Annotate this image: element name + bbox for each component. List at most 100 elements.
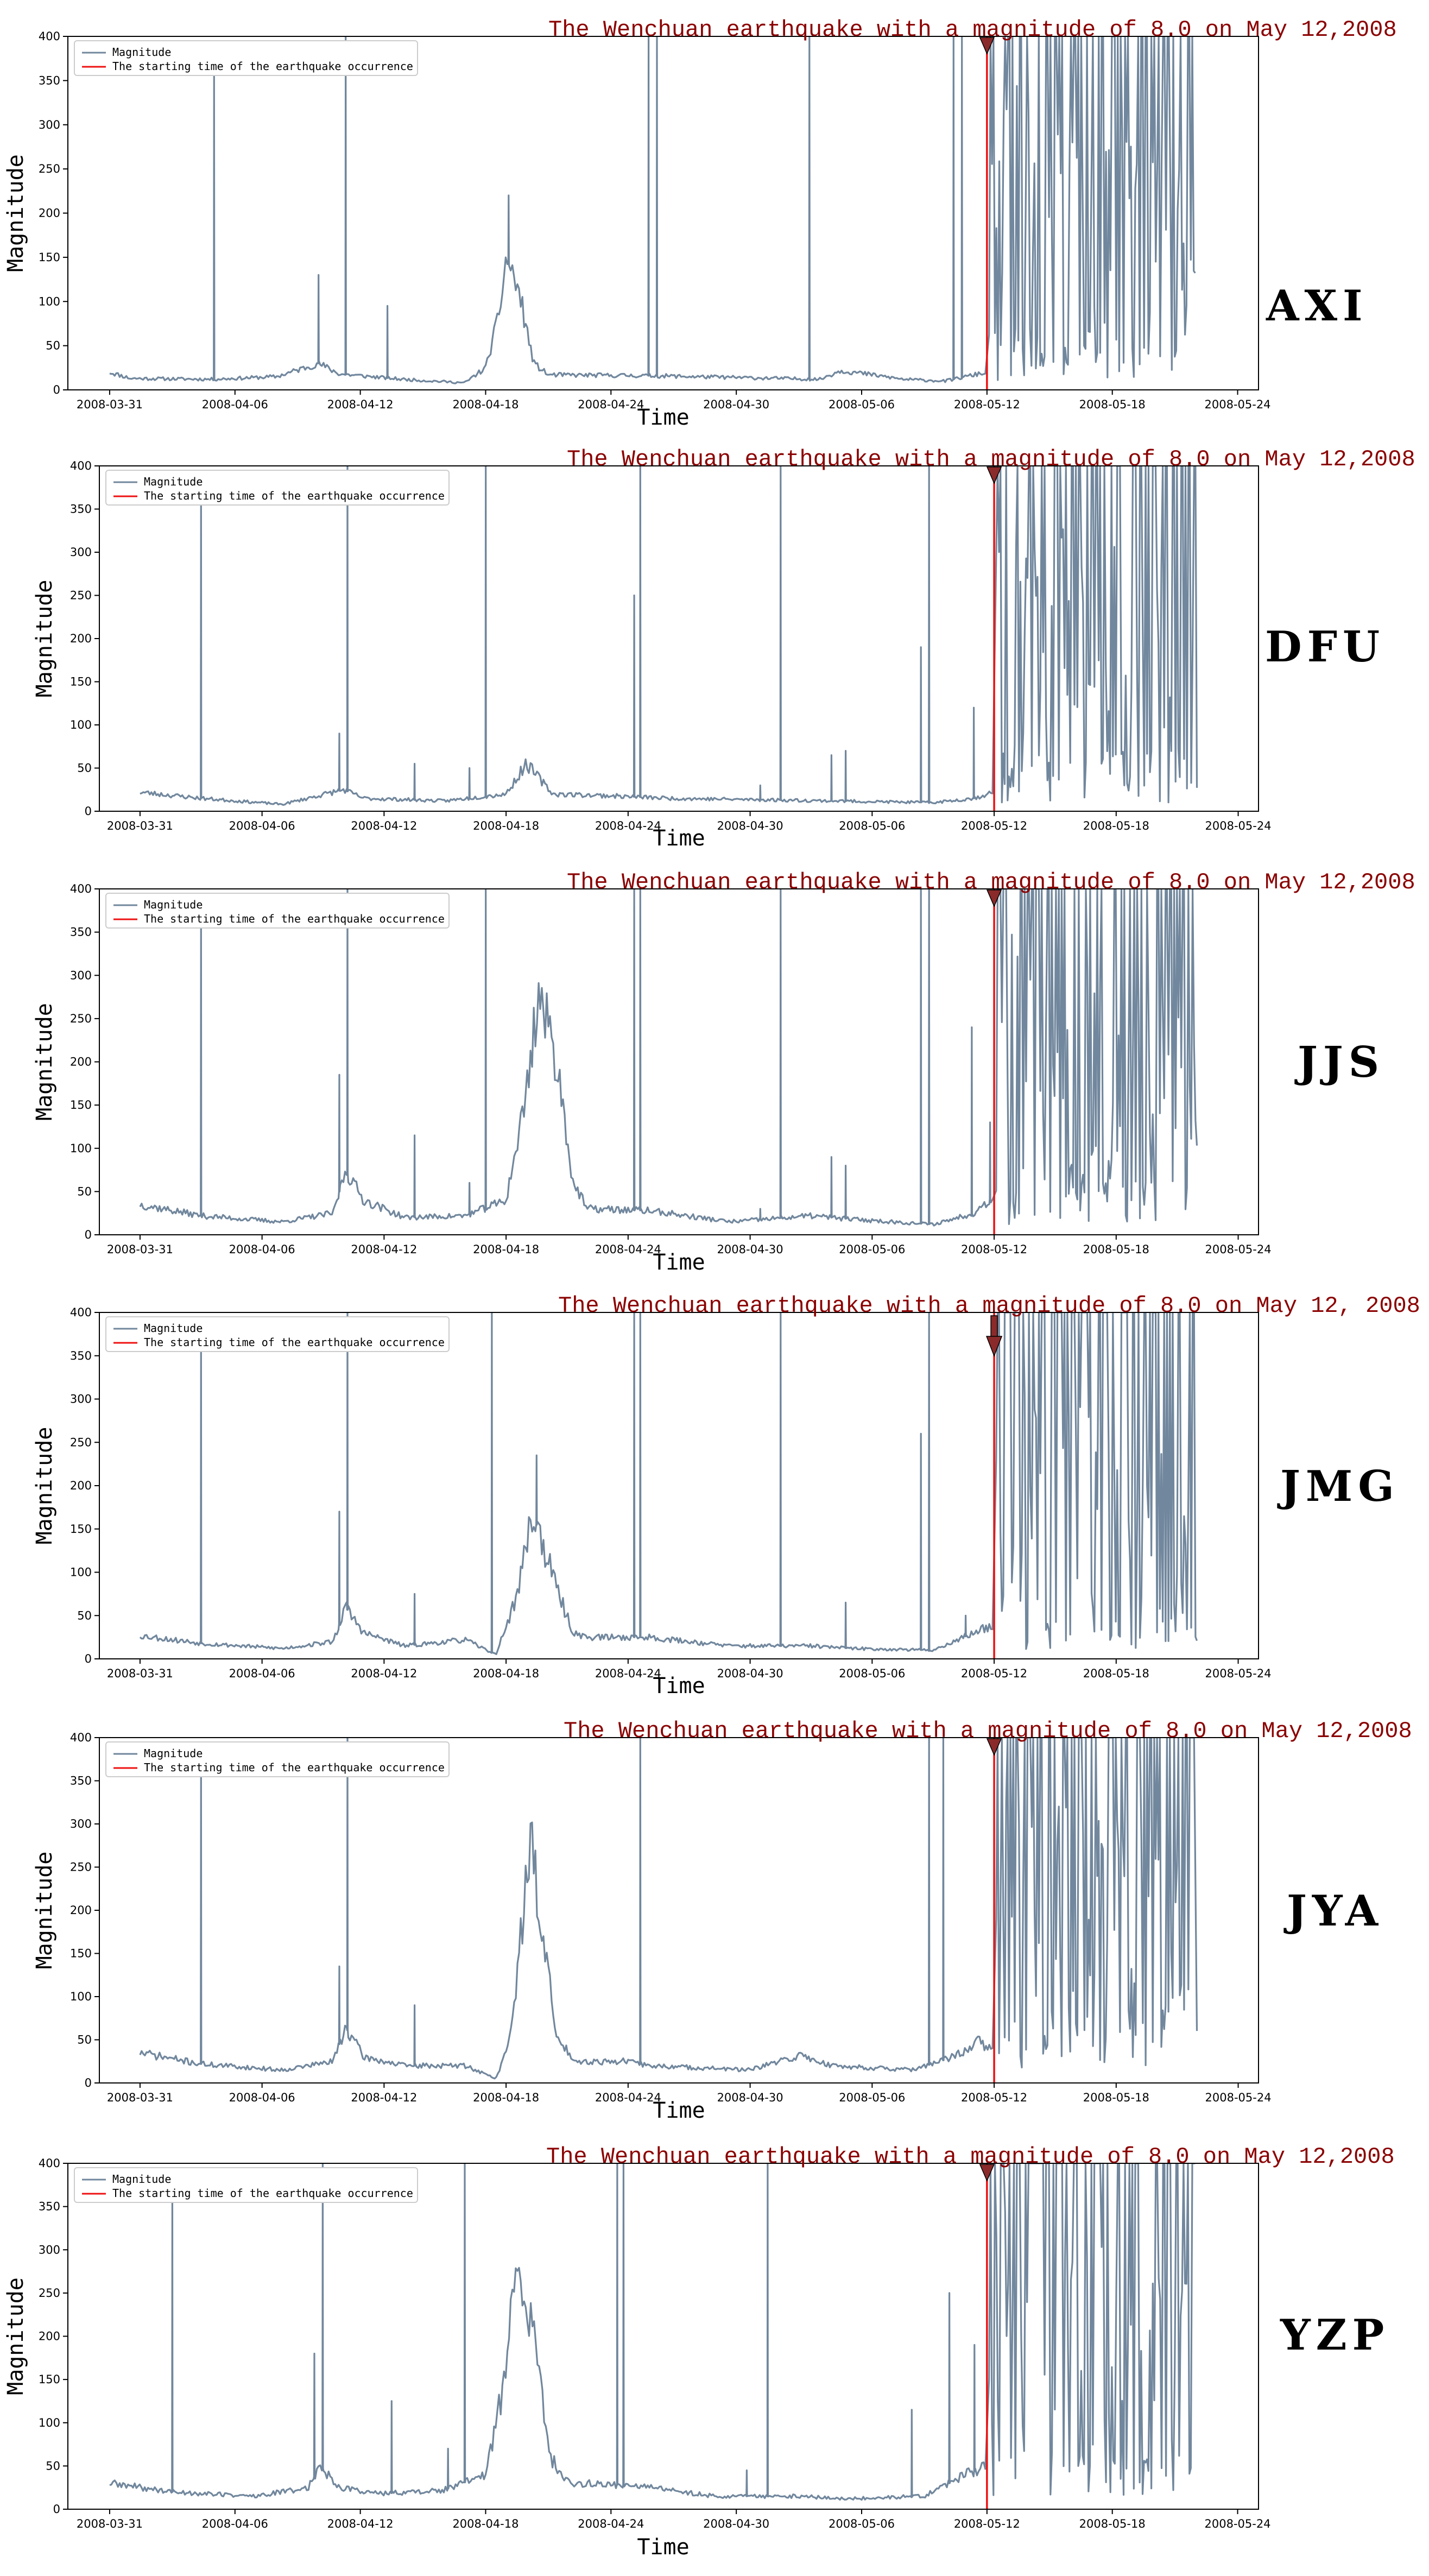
station-label: DFU [1265, 622, 1385, 672]
x-axis-title: Time [637, 405, 689, 430]
legend-box [105, 470, 450, 506]
magnitude-series-line [140, 466, 1198, 806]
x-tick-label: 2008-04-24 [578, 2517, 644, 2530]
y-tick-label: 300 [70, 969, 92, 982]
earthquake-marker-triangle [979, 37, 995, 55]
x-tick-label: 2008-04-18 [473, 2091, 539, 2104]
y-tick-label: 0 [85, 2076, 92, 2089]
earthquake-marker-triangle [979, 2164, 995, 2182]
y-tick-label: 100 [70, 718, 92, 731]
x-tick-label: 2008-05-12 [961, 2091, 1027, 2104]
y-axis-title: Magnitude [3, 2277, 28, 2395]
earthquake-marker-shaft [990, 1315, 998, 1338]
chart-title: The Wenchuan earthquake with a magnitude… [567, 869, 1415, 895]
magnitude-series-line [139, 889, 1198, 1227]
x-tick-label: 2008-05-06 [829, 2517, 895, 2530]
x-tick-label: 2008-04-24 [578, 398, 644, 411]
y-tick-label: 50 [46, 2459, 60, 2472]
y-tick-label: 150 [70, 1947, 92, 1960]
x-axis-title: Time [653, 1250, 705, 1275]
earthquake-marker-triangle [986, 1738, 1002, 1756]
y-tick-label: 100 [39, 295, 60, 308]
y-tick-label: 400 [39, 2157, 60, 2170]
x-tick-label: 2008-03-31 [77, 398, 143, 411]
station-label: JMG [1277, 1462, 1400, 1511]
x-tick-label: 2008-05-12 [961, 1667, 1027, 1680]
x-tick-label: 2008-05-24 [1205, 1243, 1272, 1256]
x-tick-label: 2008-04-12 [351, 1667, 417, 1680]
x-tick-label: 2008-05-06 [829, 398, 895, 411]
y-tick-label: 0 [85, 1652, 92, 1665]
x-tick-label: 2008-03-31 [77, 2517, 143, 2530]
x-tick-label: 2008-04-06 [229, 1243, 295, 1256]
x-tick-label: 2008-05-12 [954, 398, 1020, 411]
x-tick-label: 2008-05-18 [1083, 1243, 1149, 1256]
chart-panel-jya: 0 50 100 150 200 250 300 350 400 2008-03-31 2008-0… [32, 1718, 1412, 2123]
chart-panel-dfu: 0 50 100 150 200 250 300 350 400 2008-03-31 2008-0… [32, 446, 1415, 851]
y-tick-label: 400 [70, 882, 92, 895]
x-tick-label: 2008-04-18 [473, 1243, 539, 1256]
y-tick-label: 400 [70, 1306, 92, 1319]
legend-label-earthquake-start: The starting time of the earthquake occu… [144, 1761, 445, 1774]
y-tick-label: 0 [85, 805, 92, 818]
x-tick-label: 2008-04-06 [202, 398, 268, 411]
legend-box [105, 1316, 450, 1352]
chart-title: The Wenchuan earthquake with a magnitude… [548, 17, 1397, 43]
x-tick-label: 2008-05-24 [1205, 819, 1272, 832]
legend-label-earthquake-start: The starting time of the earthquake occu… [144, 912, 445, 925]
x-tick-label: 2008-04-12 [351, 1243, 417, 1256]
earthquake-marker-triangle [986, 466, 1002, 484]
legend-label-magnitude: Magnitude [144, 1322, 203, 1335]
y-axis-title: Magnitude [32, 1852, 57, 1969]
x-tick-label: 2008-05-12 [961, 1243, 1027, 1256]
chart-panel-yzp: 0 50 100 150 200 250 300 350 400 2008-03-31 2008-0… [3, 2144, 1395, 2560]
y-tick-label: 250 [39, 2287, 60, 2300]
x-axis-title: Time [653, 1674, 705, 1699]
x-tick-label: 2008-04-30 [717, 2091, 783, 2104]
y-tick-label: 300 [39, 2243, 60, 2256]
x-tick-label: 2008-04-12 [351, 819, 417, 832]
y-tick-label: 300 [39, 118, 60, 131]
x-tick-label: 2008-04-30 [703, 398, 769, 411]
y-tick-label: 200 [70, 632, 92, 645]
y-axis-title: Magnitude [32, 580, 57, 698]
y-tick-label: 350 [70, 1349, 92, 1362]
y-tick-label: 300 [70, 1817, 92, 1830]
plot-frame [99, 1312, 1259, 1659]
y-tick-label: 100 [70, 1566, 92, 1579]
y-tick-label: 400 [70, 1731, 92, 1744]
x-tick-label: 2008-04-06 [229, 1667, 295, 1680]
legend-label-earthquake-start: The starting time of the earthquake occu… [144, 489, 445, 502]
x-tick-label: 2008-05-06 [839, 1667, 905, 1680]
magnitude-series-line [139, 1312, 1198, 1655]
station-label: YZP [1280, 2310, 1389, 2360]
y-tick-label: 150 [70, 1098, 92, 1112]
y-tick-label: 350 [39, 2200, 60, 2213]
y-tick-label: 350 [70, 926, 92, 939]
x-tick-label: 2008-04-18 [473, 819, 539, 832]
y-tick-label: 200 [39, 2330, 60, 2343]
legend-label-magnitude: Magnitude [112, 46, 171, 59]
y-tick-label: 100 [39, 2416, 60, 2429]
x-tick-label: 2008-05-18 [1083, 1667, 1149, 1680]
y-tick-label: 50 [77, 1609, 92, 1622]
y-axis-title: Magnitude [32, 1427, 57, 1545]
chart-panel-jjs: 0 50 100 150 200 250 300 350 400 2008-03-31 2008-0… [32, 869, 1415, 1275]
y-tick-label: 50 [77, 1185, 92, 1198]
x-tick-label: 2008-04-24 [595, 2091, 661, 2104]
x-tick-label: 2008-03-31 [107, 1667, 173, 1680]
y-tick-label: 250 [70, 1436, 92, 1449]
chart-title: The Wenchuan earthquake with a magnitude… [567, 446, 1415, 472]
x-tick-label: 2008-04-12 [351, 2091, 417, 2104]
legend-label-magnitude: Magnitude [144, 1747, 203, 1760]
x-tick-label: 2008-05-18 [1083, 819, 1149, 832]
x-axis-title: Time [653, 2098, 705, 2123]
y-tick-label: 300 [70, 1393, 92, 1406]
x-tick-label: 2008-05-06 [839, 819, 905, 832]
y-tick-label: 300 [70, 546, 92, 559]
y-tick-label: 100 [70, 1142, 92, 1155]
y-tick-label: 250 [70, 1861, 92, 1874]
y-tick-label: 200 [70, 1904, 92, 1917]
y-tick-label: 350 [39, 74, 60, 87]
x-tick-label: 2008-05-18 [1083, 2091, 1149, 2104]
